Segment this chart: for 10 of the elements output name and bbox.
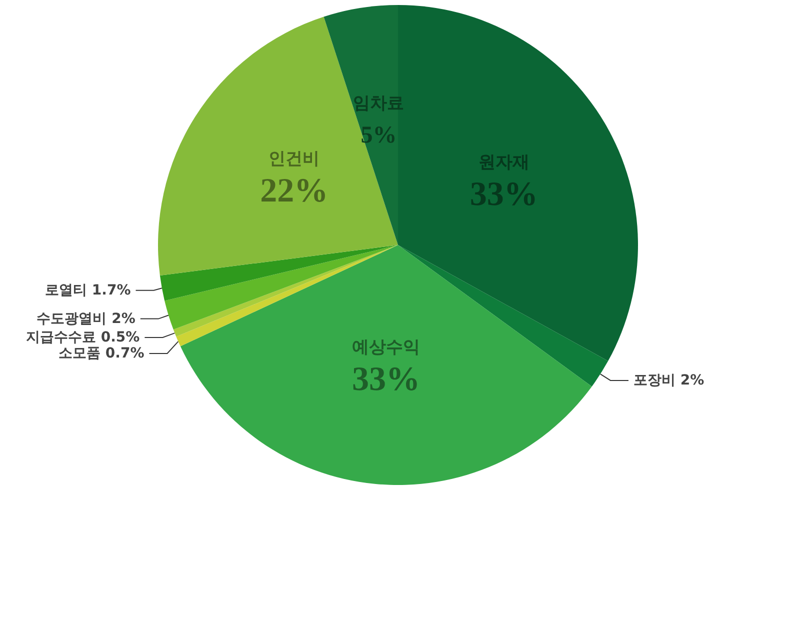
- data-label: 33%: [352, 360, 420, 398]
- slice-label: 소모품 0.7%: [58, 345, 144, 362]
- slice-label: 수도광열비 2%: [36, 310, 136, 327]
- slice-label: 지급수수료 0.5%: [26, 329, 140, 346]
- data-label: 5%: [360, 122, 397, 149]
- slice-label: 로열티 1.7%: [45, 282, 131, 298]
- data-label: 22%: [260, 172, 328, 210]
- slice-label: 포장비 2%: [633, 372, 704, 388]
- slice-label: 예상수익: [352, 337, 420, 358]
- slice-label: 인건비: [268, 149, 320, 170]
